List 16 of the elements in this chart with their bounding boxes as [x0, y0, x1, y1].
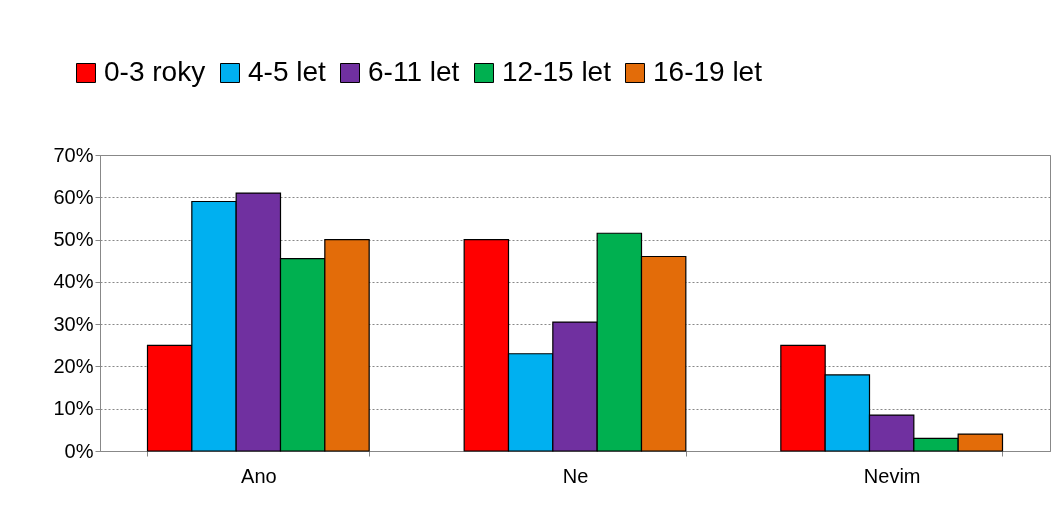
- legend-label: 16-19 let: [653, 56, 763, 87]
- y-tick-label: 40%: [53, 270, 94, 293]
- y-tick-label: 70%: [53, 143, 94, 166]
- legend-label: 0-3 roky: [104, 56, 206, 87]
- x-tick-label: Ne: [562, 464, 589, 487]
- legend-label: 12-15 let: [502, 56, 612, 87]
- x-tick-label: Nevim: [863, 464, 921, 487]
- y-tick-label: 60%: [53, 185, 94, 208]
- x-tick-label: Ano: [241, 464, 277, 487]
- legend-label: 4-5 let: [248, 56, 327, 87]
- y-tick-label: 30%: [53, 312, 94, 335]
- y-tick-label: 10%: [53, 397, 94, 420]
- y-tick-label: 20%: [53, 354, 94, 377]
- legend-label: 6-11 let: [368, 56, 460, 87]
- y-tick-label: 50%: [53, 228, 94, 251]
- y-tick-label: 0%: [64, 439, 94, 462]
